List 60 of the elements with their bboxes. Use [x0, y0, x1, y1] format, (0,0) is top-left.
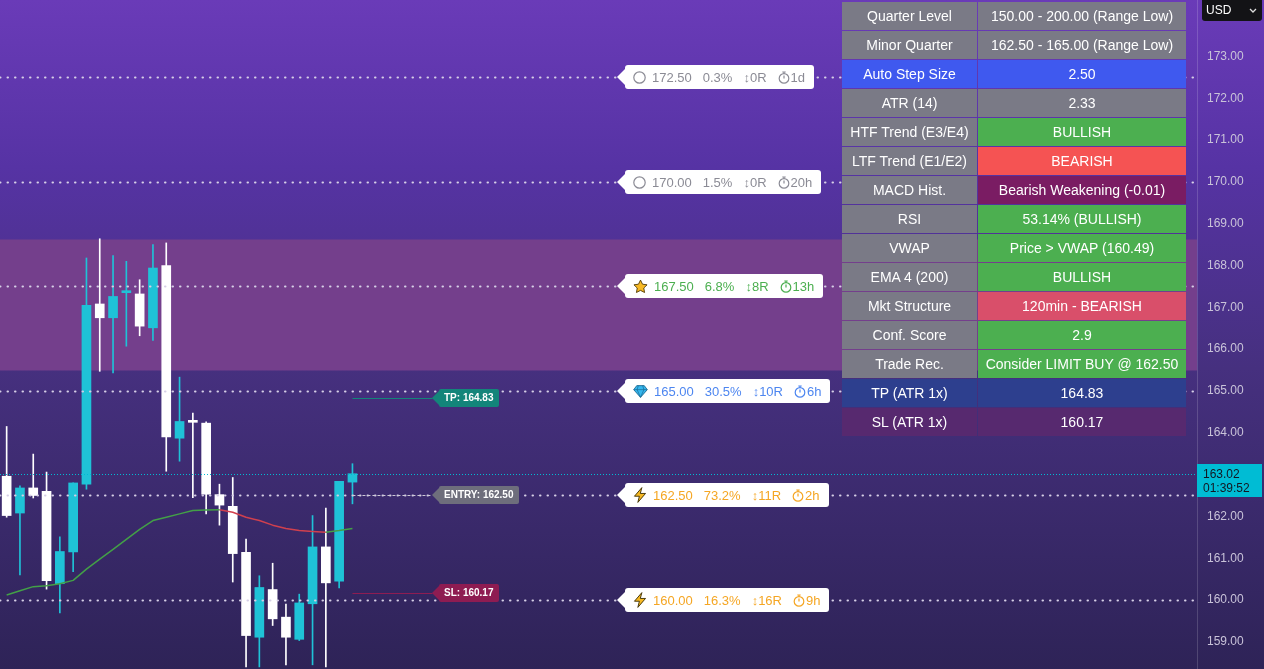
annotation: 2.9: [978, 321, 1186, 349]
annotation: 164.83: [978, 379, 1186, 407]
annotation: ATR (14): [842, 89, 977, 117]
annotation: 2.33: [978, 89, 1186, 117]
annotation: MACD Hist.: [842, 176, 977, 204]
annotation: Mkt Structure: [842, 292, 977, 320]
annotation: Price > VWAP (160.49): [978, 234, 1186, 262]
annotation: 2.50: [978, 60, 1186, 88]
text: 167.50 6.8% ↕8R 13h: [654, 278, 815, 294]
text: 172.50 0.3% ↕0R 1d: [652, 69, 805, 85]
y-tick-label: 168.00: [1207, 257, 1245, 272]
candlestick: [188, 412, 198, 498]
annotation: RSI: [842, 205, 977, 233]
y-tick-label: 160.00: [1207, 592, 1245, 607]
ref-line-label: TP: 164.83: [439, 389, 500, 407]
candlestick: [28, 453, 39, 499]
annotation: LTF Trend (E1/E2): [842, 147, 977, 175]
annotation: Conf. Score: [842, 321, 977, 349]
y-tick-label: 162.00: [1207, 508, 1245, 523]
text: 165.00 30.5% ↕10R 6h: [654, 383, 822, 399]
y-tick-label: 169.00: [1207, 216, 1245, 231]
annotation: Auto Step Size: [842, 60, 977, 88]
y-tick-label: 173.00: [1207, 48, 1245, 63]
text: 162.50 73.2% ↕11R 2h: [653, 487, 820, 503]
ref-line-label: 163.02 01:39:52: [1203, 467, 1251, 495]
annotation: Quarter Level: [842, 2, 977, 30]
y-tick-label: 172.00: [1207, 90, 1245, 105]
candlestick: [94, 238, 105, 372]
y-tick-label: 165.00: [1207, 383, 1245, 398]
y-tick-label: 171.00: [1207, 132, 1245, 147]
annotation: 162.50 - 165.00 (Range Low): [978, 31, 1186, 59]
candlestick: [321, 507, 331, 668]
annotation: Minor Quarter: [842, 31, 977, 59]
y-tick-label: 159.00: [1207, 634, 1245, 649]
annotation: SL (ATR 1x): [842, 408, 977, 436]
text: USD: [1206, 2, 1232, 19]
annotation: VWAP: [842, 234, 977, 262]
annotation: BULLISH: [978, 118, 1186, 146]
ref-line-label: ENTRY: 162.50: [439, 486, 520, 504]
annotation: 160.17: [978, 408, 1186, 436]
y-tick-label: 170.00: [1207, 174, 1245, 189]
annotation: 120min - BEARISH: [978, 292, 1186, 320]
annotation: Trade Rec.: [842, 350, 977, 378]
text: 170.00 1.5% ↕0R 20h: [652, 174, 813, 190]
y-tick-label: 167.00: [1207, 299, 1245, 314]
annotation: TP (ATR 1x): [842, 379, 977, 407]
annotation: EMA 4 (200): [842, 263, 977, 291]
y-tick-label: 161.00: [1207, 550, 1245, 565]
y-tick-label: 164.00: [1207, 425, 1245, 440]
annotation: BEARISH: [978, 147, 1186, 175]
y-tick-label: 166.00: [1207, 341, 1245, 356]
annotation: Bearish Weakening (-0.01): [978, 176, 1186, 204]
annotation: HTF Trend (E3/E4): [842, 118, 977, 146]
ref-line-label: SL: 160.17: [439, 584, 500, 602]
text: 160.00 16.3% ↕16R 9h: [653, 592, 821, 608]
annotation: BULLISH: [978, 263, 1186, 291]
candlestick: [108, 255, 118, 374]
annotation: 150.00 - 200.00 (Range Low): [978, 2, 1186, 30]
annotation: 53.14% (BULLISH): [978, 205, 1186, 233]
annotation: Consider LIMIT BUY @ 162.50: [978, 350, 1186, 378]
